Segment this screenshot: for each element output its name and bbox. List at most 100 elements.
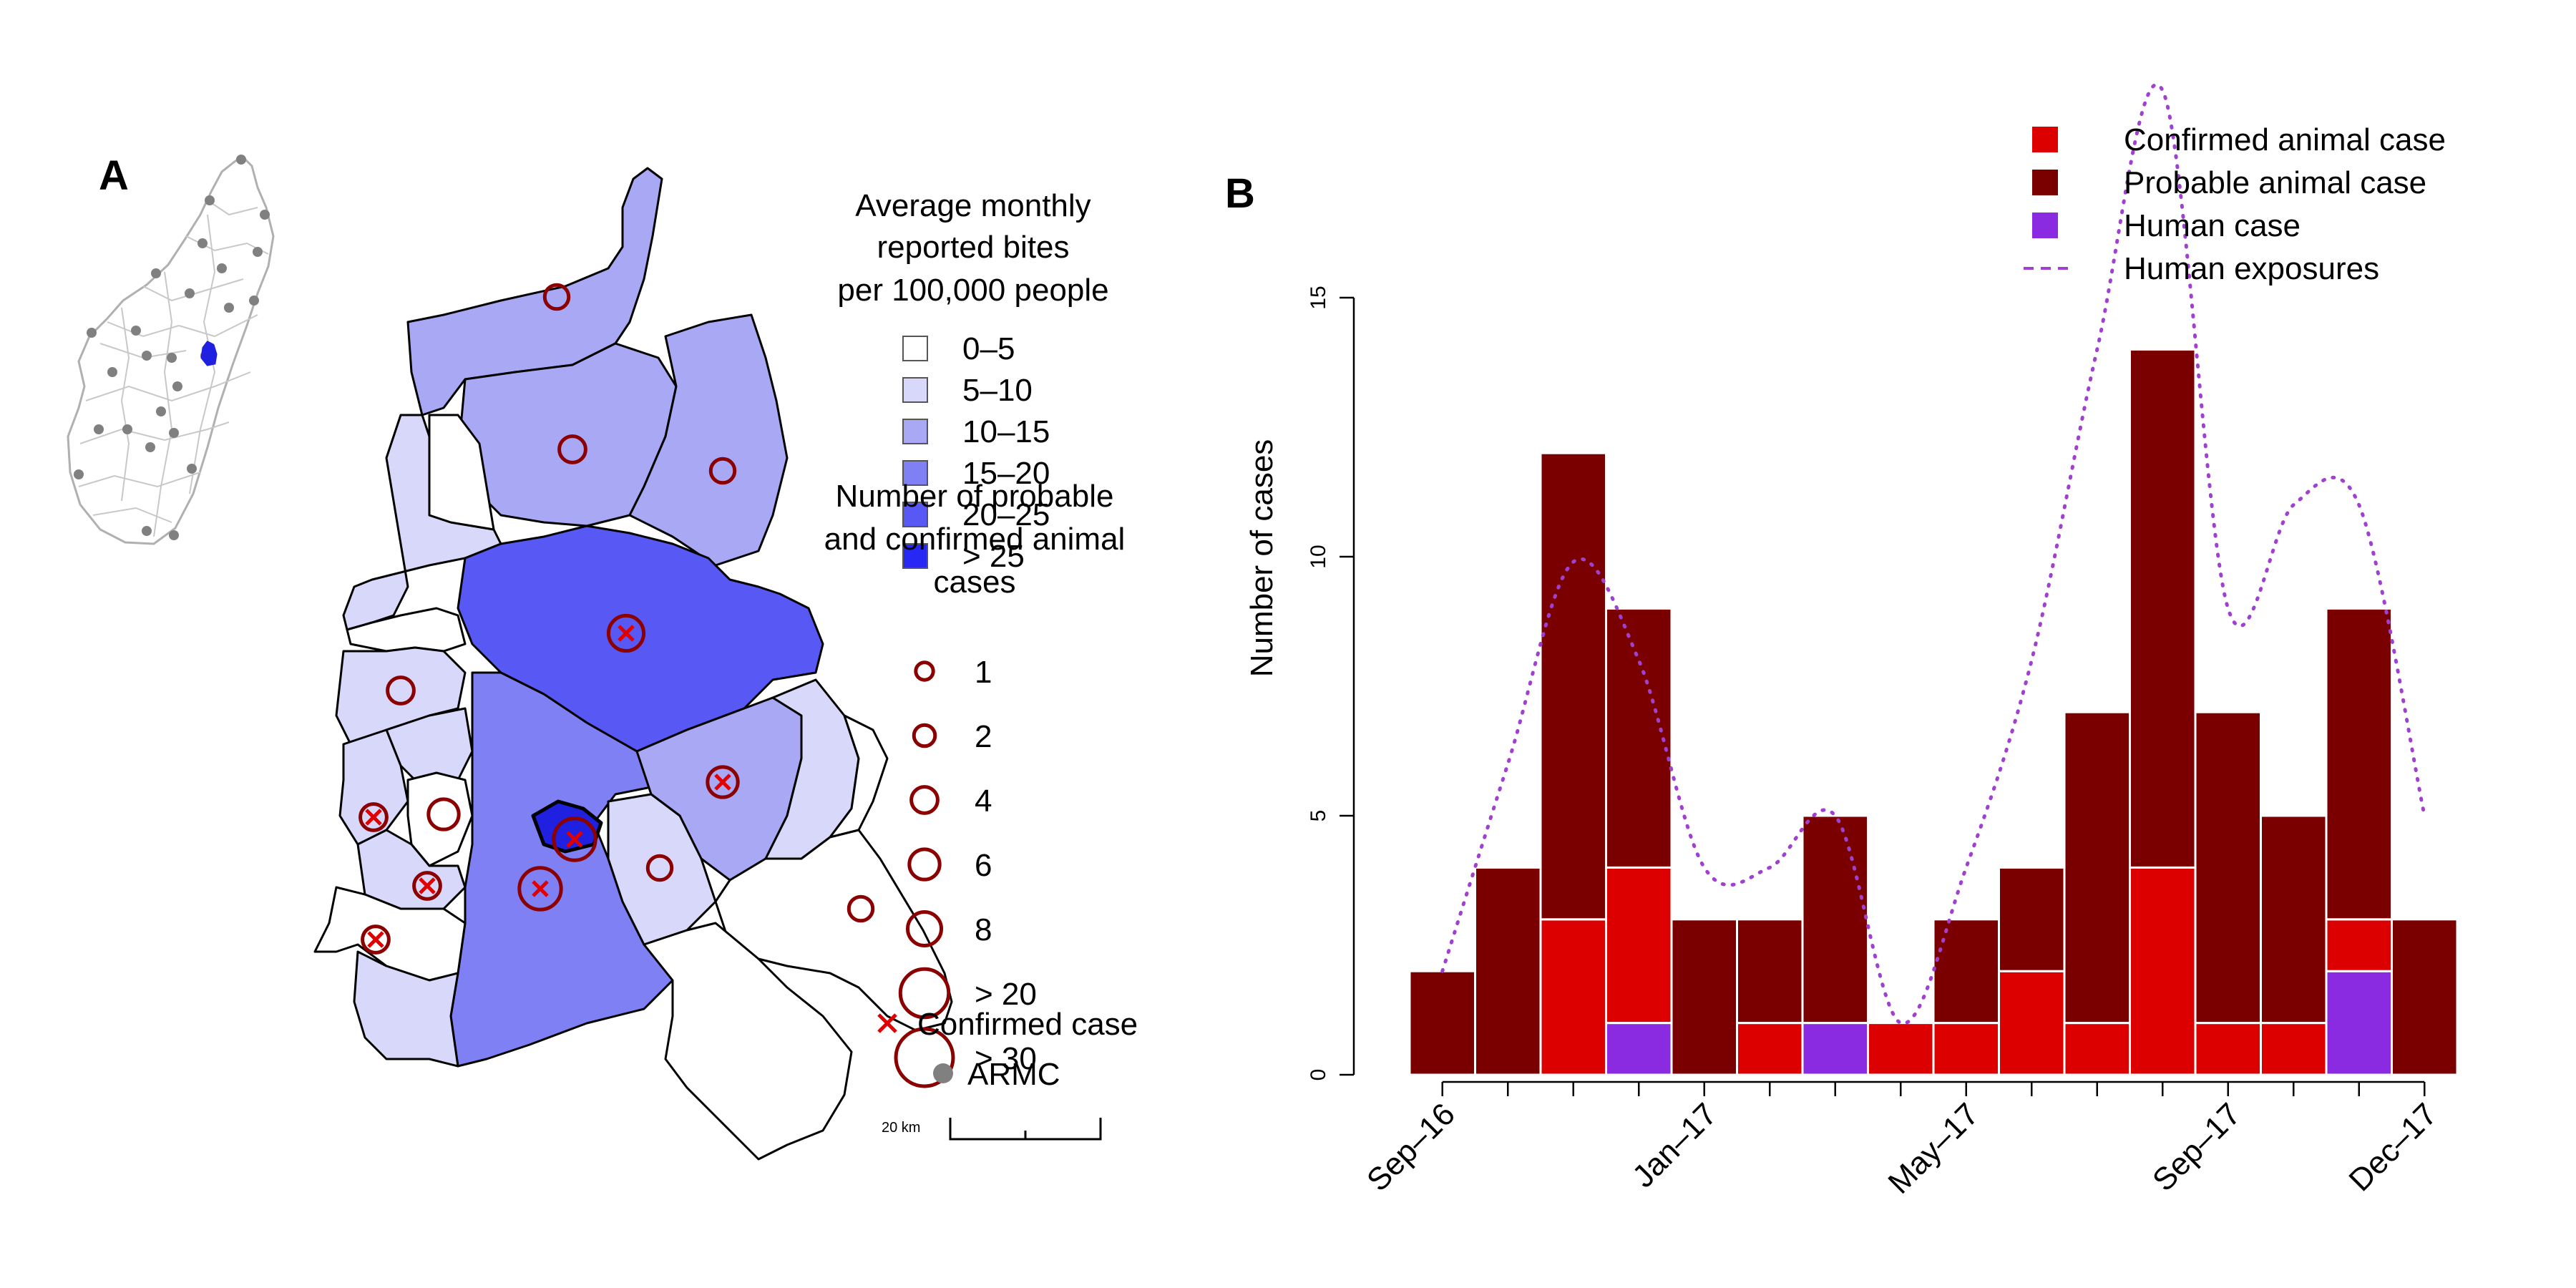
- cases-legend-label-4: 8: [975, 912, 992, 947]
- armc-legend: ARMC: [933, 1057, 1060, 1092]
- bites-legend-swatch-4: [902, 502, 928, 527]
- cases-legend-label-5: > 20: [975, 977, 1037, 1012]
- bites-legend-title-3: per 100,000 people: [837, 273, 1108, 308]
- bar-Sep-16-probable-animal-case: [1408, 970, 1476, 1076]
- map-case-circle-9: [361, 924, 391, 955]
- map-confirmed-cross-5: [714, 774, 731, 791]
- map-case-circle-2: [708, 457, 737, 485]
- legend-swatch-2: [2032, 213, 2058, 238]
- bar-Oct-16-probable-animal-case: [1474, 866, 1542, 1076]
- legend-label-1: Probable animal case: [2124, 165, 2426, 200]
- bar-Nov-17-human-case: [2325, 970, 2393, 1076]
- map-case-circles: [358, 283, 875, 955]
- map-case-circle-0: [542, 283, 571, 311]
- panel-b-chart: B Number of cases 0 5 10 15 Sep–16 Jan–17 May…: [1225, 82, 2459, 1201]
- bites-legend-swatch-1: [902, 377, 928, 403]
- map-confirmed-cross-8: [419, 877, 436, 894]
- y-tick-label-15: 15: [1307, 286, 1330, 309]
- district-white-c: [406, 771, 474, 867]
- bar-Jun-17-confirmed-animal-case: [1998, 970, 2066, 1076]
- bar-Jul-17-probable-animal-case: [2063, 711, 2131, 1025]
- cases-legend-title-3: cases: [934, 565, 1016, 600]
- y-axis-label: Number of cases: [1244, 439, 1279, 678]
- scale-bar: 20 km: [882, 1118, 1102, 1141]
- district-southwest-light: [353, 950, 459, 1068]
- human-exposures-path: [1440, 82, 2426, 1025]
- map-case-circle-11: [517, 866, 563, 912]
- bites-legend-title-2: reported bites: [877, 230, 1069, 265]
- bites-legend-label-2: 10–15: [962, 414, 1050, 449]
- x-tick-label-0: Sep–16: [1360, 1096, 1462, 1198]
- bar-Jan-17-probable-animal-case: [1670, 918, 1738, 1076]
- bar-Oct-17-probable-animal-case: [2260, 814, 2328, 1025]
- legend-swatch-0: [2032, 127, 2058, 152]
- map-confirmed-cross-7: [365, 809, 382, 826]
- map-case-circle-1: [557, 434, 587, 464]
- x-tick-label-3: Sep–17: [2146, 1096, 2248, 1198]
- bar-Nov-16-probable-animal-case: [1539, 452, 1607, 921]
- x-axis: Sep–16 Jan–17 May–17 Sep–17 Dec–17: [1360, 1080, 2444, 1201]
- scale-bar-label: 20 km: [882, 1120, 920, 1136]
- district-west-b: [385, 707, 474, 789]
- inset-armc-points: [74, 155, 270, 540]
- legend-swatch-1: [2032, 170, 2058, 195]
- district-white-north: [428, 414, 495, 531]
- bites-legend-swatch-0: [902, 336, 928, 361]
- armc-district-highlight: [531, 799, 603, 854]
- panel-b-letter: B: [1225, 170, 1255, 217]
- bites-legend-label-5: > 25: [962, 539, 1025, 574]
- cases-legend-circle-3: [907, 847, 942, 882]
- map-case-circle-5: [706, 765, 740, 799]
- scale-bar-line: [949, 1118, 1102, 1141]
- bar-Dec-16-confirmed-animal-case: [1605, 866, 1673, 1025]
- cases-legend-label-2: 4: [975, 784, 992, 819]
- map-confirmed-cross-11: [532, 880, 549, 897]
- bar-May-17-confirmed-animal-case: [1932, 1022, 2000, 1076]
- armc-dot-icon: [933, 1063, 953, 1083]
- x-tick-label-4: Dec–17: [2342, 1096, 2444, 1198]
- district-west-a: [335, 646, 467, 746]
- bites-legend-label-4: 20–25: [962, 497, 1050, 532]
- district-south-white: [643, 922, 853, 1161]
- map-case-circle-8: [412, 871, 442, 901]
- bites-legend-swatch-5: [902, 543, 928, 569]
- legend-label-3: Human exposures: [2124, 251, 2379, 286]
- map-case-circle-3: [606, 613, 646, 653]
- bar-Jul-17-confirmed-animal-case: [2063, 1022, 2131, 1076]
- panel-a-letter: A: [99, 152, 129, 199]
- bar-Dec-17-probable-animal-case: [2391, 918, 2459, 1076]
- bar-Sep-17-probable-animal-case: [2194, 711, 2262, 1025]
- bites-legend: Average monthly reported bites per 100,0…: [837, 188, 1108, 574]
- map-case-circle-12: [645, 854, 674, 882]
- bar-stacks: [1408, 348, 2459, 1076]
- bar-Feb-17-probable-animal-case: [1736, 918, 1804, 1025]
- bites-legend-label-3: 15–20: [962, 456, 1050, 491]
- district-southeast-light: [607, 793, 717, 946]
- map-confirmed-cross-9: [367, 931, 384, 948]
- panel-a-map: A: [67, 152, 1138, 1161]
- bites-legend-swatch-2: [902, 419, 928, 444]
- map-case-circle-10: [552, 816, 597, 862]
- confirmed-case-label: Confirmed case: [917, 1007, 1138, 1042]
- y-tick-label-0: 0: [1307, 1069, 1330, 1081]
- bar-Nov-17-probable-animal-case: [2325, 607, 2393, 921]
- district-northeast: [628, 313, 789, 567]
- cases-legend-circle-6: [894, 1027, 955, 1088]
- bar-Mar-17-probable-animal-case: [1801, 814, 1869, 1025]
- cases-legend-title-2: and confirmed animal: [824, 522, 1126, 557]
- bar-Nov-16-confirmed-animal-case: [1539, 918, 1607, 1076]
- bites-legend-label-1: 5–10: [962, 373, 1033, 408]
- bar-Apr-17-confirmed-animal-case: [1867, 1022, 1935, 1076]
- legend-label-0: Confirmed animal case: [2124, 122, 2446, 157]
- chart-legend: Confirmed animal case Probable animal cas…: [2024, 122, 2446, 286]
- cases-legend-label-6: > 30: [975, 1041, 1037, 1076]
- cases-legend-label-3: 6: [975, 848, 992, 883]
- map-case-circle-13: [847, 894, 875, 923]
- map-case-circle-6: [426, 797, 461, 831]
- y-tick-label-5: 5: [1307, 810, 1330, 822]
- map-case-circle-7: [358, 802, 389, 832]
- district-white-west: [346, 607, 467, 653]
- cases-legend-circle-4: [905, 909, 944, 948]
- bites-legend-label-0: 0–5: [962, 331, 1015, 366]
- district-north-1: [406, 167, 663, 416]
